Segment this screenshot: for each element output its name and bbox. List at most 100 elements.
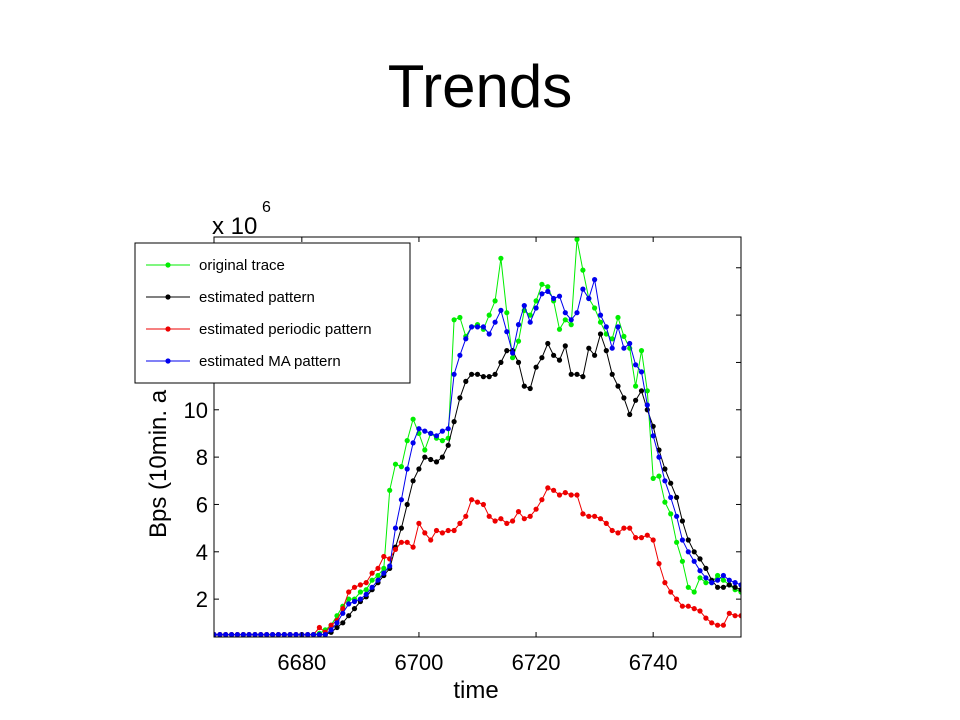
data-point — [668, 511, 674, 517]
data-point — [498, 255, 504, 261]
data-point — [509, 350, 516, 356]
data-point — [515, 322, 522, 328]
data-point — [346, 613, 352, 619]
data-point — [580, 286, 586, 292]
data-point — [674, 596, 680, 602]
data-point — [668, 480, 674, 486]
data-point — [720, 584, 727, 590]
x-axis-label: time — [453, 677, 498, 704]
data-point — [633, 362, 639, 368]
data-point — [533, 305, 539, 311]
data-point — [633, 397, 639, 403]
data-point — [328, 622, 334, 628]
data-point — [474, 324, 481, 330]
y-tick-label: 6 — [196, 492, 208, 517]
data-point — [527, 513, 533, 519]
data-point — [738, 587, 741, 593]
data-point — [392, 525, 399, 531]
data-point — [615, 530, 621, 536]
data-point — [346, 596, 352, 602]
legend: original trace estimated pattern estimated… — [134, 242, 411, 384]
data-point — [603, 348, 609, 354]
data-point — [217, 632, 223, 637]
data-point — [451, 419, 457, 425]
data-point — [322, 632, 328, 637]
x-tick-label: 6720 — [512, 650, 561, 675]
data-point — [627, 340, 633, 347]
data-point — [644, 402, 650, 408]
data-point — [697, 575, 703, 581]
data-point — [662, 580, 668, 586]
data-point — [480, 374, 486, 380]
data-point — [556, 293, 563, 299]
data-point — [644, 388, 650, 394]
data-point — [439, 438, 445, 444]
y-multiplier-base: x 10 — [212, 213, 257, 240]
data-point — [398, 525, 404, 531]
data-point — [445, 527, 451, 534]
data-point — [609, 371, 615, 377]
data-point — [533, 506, 539, 512]
data-point — [709, 620, 715, 626]
y-axis-label: Bps (10min. a — [145, 389, 172, 538]
data-point — [509, 518, 516, 524]
axis-layer: 6680 6700 6720 6740 2 4 6 8 10 — [184, 237, 741, 675]
data-point — [369, 570, 375, 576]
data-point — [539, 291, 545, 297]
data-point — [638, 348, 645, 354]
data-point — [556, 492, 563, 498]
data-point — [609, 345, 615, 351]
data-point — [404, 438, 410, 444]
plot-frame — [213, 236, 742, 638]
series-layer — [214, 237, 741, 637]
data-point — [580, 374, 586, 380]
data-point — [627, 411, 633, 418]
data-point — [562, 310, 568, 316]
data-point — [551, 295, 557, 302]
data-point — [527, 385, 533, 392]
data-point — [486, 331, 492, 337]
data-point — [539, 497, 545, 503]
data-point — [363, 591, 369, 598]
data-point — [474, 371, 481, 377]
data-point — [469, 371, 475, 377]
data-point — [316, 632, 322, 637]
data-point — [416, 520, 422, 527]
data-point — [732, 613, 738, 619]
data-point — [580, 267, 586, 273]
y-multiplier-exponent: 6 — [262, 199, 271, 216]
legend-label: original trace — [199, 257, 285, 274]
data-point — [381, 570, 387, 576]
legend-box — [134, 242, 411, 384]
data-point — [387, 563, 393, 569]
data-point — [515, 359, 522, 365]
data-point — [486, 312, 492, 318]
data-point — [662, 466, 668, 472]
data-point — [486, 513, 492, 519]
data-point — [568, 492, 574, 498]
data-point — [463, 513, 469, 519]
data-point — [270, 632, 276, 637]
data-point — [492, 298, 498, 304]
data-point — [240, 632, 246, 637]
data-point — [586, 345, 592, 351]
x-tick-label: 6680 — [277, 650, 326, 675]
data-point — [551, 487, 557, 493]
data-point — [720, 572, 727, 579]
data-point — [316, 624, 322, 631]
data-point — [656, 561, 662, 567]
data-point — [562, 343, 568, 349]
data-point — [685, 549, 691, 555]
data-point — [504, 329, 510, 335]
y-tick-label: 10 — [184, 398, 208, 423]
data-point — [433, 433, 440, 439]
data-point — [574, 310, 580, 316]
data-point — [433, 459, 440, 465]
data-point — [381, 553, 387, 560]
data-point — [633, 383, 639, 389]
data-point — [474, 499, 481, 505]
legend-label: estimated pattern — [199, 289, 315, 306]
data-point — [715, 572, 721, 579]
data-point — [521, 383, 527, 389]
data-point — [410, 544, 416, 550]
